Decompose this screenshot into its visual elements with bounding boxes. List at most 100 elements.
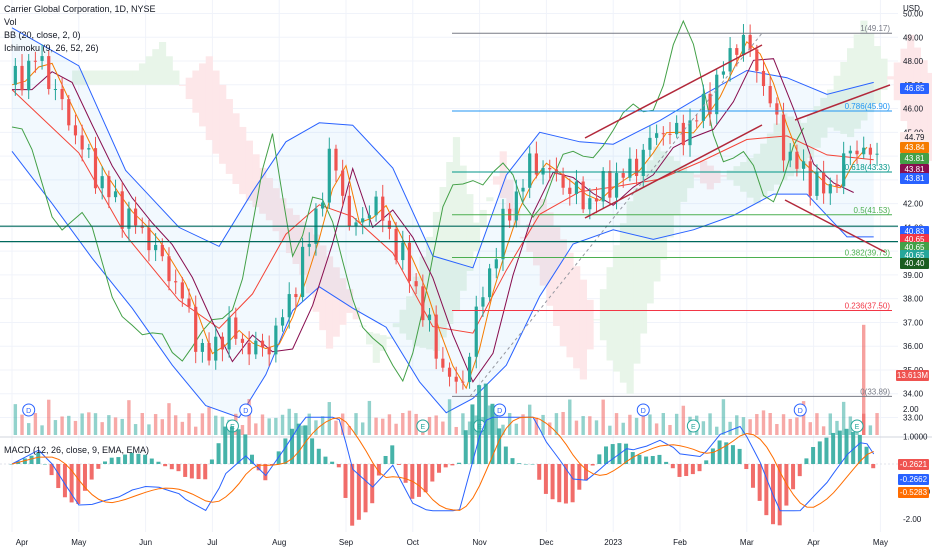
volume-bar [514,423,519,435]
candle-body [808,161,812,196]
macd-histogram-bar [791,464,796,490]
candle-body [601,171,605,202]
candle-body [207,342,211,361]
macd-histogram-bar [851,431,856,464]
volume-bar [200,413,205,435]
price-tag: 43.81 [900,152,929,164]
volume-bar [307,413,311,435]
macd-histogram-bar [296,423,301,464]
macd-histogram-bar [336,464,341,468]
macd-histogram-bar [330,461,335,464]
cloud-slice [452,137,461,311]
volume-bar [528,404,532,435]
chart-title: Carrier Global Corporation, 1D, NYSE [4,4,156,14]
macd-histogram-bar [437,464,442,473]
macd-histogram-bar [376,464,381,476]
cloud-slice [733,166,741,186]
volume-bar [254,423,258,435]
volume-bar [608,425,612,435]
macd-histogram-bar [176,464,181,472]
macd-histogram-bar [370,464,375,504]
volume-legend[interactable]: Vol [4,17,17,27]
time-tick-label: Sep [339,538,354,547]
candle-body [73,125,78,136]
volume-bar [407,410,412,435]
candle-body [180,282,184,299]
volume-bar [781,414,786,435]
macd-histogram-bar [129,452,134,464]
candle-body [614,173,619,198]
macd-histogram-bar [764,464,769,516]
cloud-slice [740,162,748,192]
candle-body [768,86,772,104]
candle-body [501,208,505,260]
candle-body [341,170,345,196]
cloud-slice [379,335,387,351]
bollinger-legend[interactable]: BB (20, close, 2, 0) [4,30,81,40]
candle-body [715,74,719,115]
cloud-slice [619,223,628,383]
volume-bar [795,417,799,435]
volume-bar [160,419,164,435]
macd-histogram-bar [189,464,194,479]
volume-bar [681,405,686,435]
macd-histogram-bar [256,464,261,471]
candle-body [521,187,525,192]
macd-histogram-bar [29,455,34,464]
cloud-slice [239,126,247,195]
cloud-slice [486,197,494,202]
volume-bar [715,426,719,435]
volume-bar [187,413,191,435]
candle-body [461,381,465,383]
cloud-slice [118,70,127,85]
price-tag: 40.83 [900,225,929,237]
candle-body [561,174,565,188]
volume-bar [93,413,98,435]
cloud-slice [172,70,180,85]
volume-bar [574,420,579,435]
ichimoku-legend[interactable]: Ichimoku (9, 26, 52, 26) [4,43,99,53]
macd-histogram-bar [363,464,368,513]
macd-line [11,416,875,512]
cloud-slice [666,156,674,238]
volume-bar [13,404,18,435]
candle-body [260,340,265,348]
candle-body [822,172,826,194]
volume-bar [47,399,51,435]
macd-histogram-bar [503,446,508,464]
candle-body [675,122,679,135]
cloud-slice [873,45,881,104]
cloud-slice [800,122,808,168]
candle-body [100,176,104,189]
candle-body [347,195,351,227]
fib-level-label: 1(49.17) [860,24,890,33]
candle-body [588,198,592,210]
volume-bar [414,413,418,435]
price-tag: 44.79 [900,131,929,143]
volume-bar [815,413,819,435]
cloud-slice [92,70,100,85]
cloud-slice [853,34,861,129]
time-tick-label: Apr [16,538,29,547]
macd-histogram-bar [49,464,54,476]
macd-histogram-bar [390,445,395,464]
candle-body [815,172,819,196]
macd-legend[interactable]: MACD (12, 26, close, 9, EMA, EMA) [4,445,150,455]
macd-histogram-bar [490,403,495,464]
macd-histogram-bar [196,464,201,480]
cloud-slice [179,84,187,86]
candle-body [568,187,572,194]
macd-histogram-bar [9,464,14,465]
cloud-slice [466,194,474,271]
ichimoku-cloud [72,20,932,394]
cloud-slice [332,267,340,337]
cloud-slice [693,174,701,178]
volume-bar [314,420,318,435]
volume-bar [27,423,31,435]
cloud-slice [673,160,681,216]
candle-body [427,314,432,321]
volume-bar [735,415,739,435]
macd-histogram-bar [396,464,401,465]
time-tick-label: Jun [139,538,152,547]
